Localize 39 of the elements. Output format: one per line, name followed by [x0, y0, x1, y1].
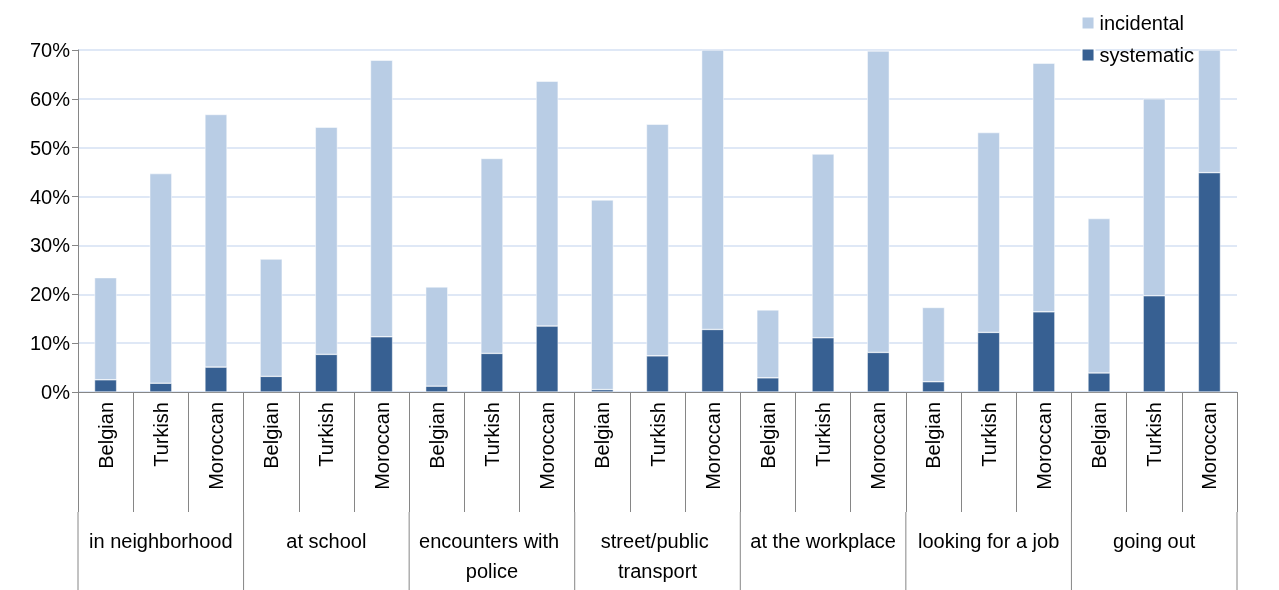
x-tick-label: Belgian: [756, 402, 779, 469]
x-tick-label: Moroccan: [701, 402, 724, 490]
text: going out: [1113, 530, 1196, 552]
legend-label: systematic: [1099, 44, 1195, 66]
text: street/public transport: [600, 530, 715, 582]
text: encounters with police: [419, 530, 565, 582]
x-tick-label: Turkish: [480, 402, 503, 467]
y-tick-label: 40%: [29, 185, 71, 208]
x-tick-label: Moroccan: [204, 402, 227, 490]
x-tick-label: Turkish: [977, 402, 1000, 467]
bar: [591, 199, 614, 390]
y-tick-label: 0%: [41, 381, 71, 403]
x-tick-label: Moroccan: [536, 402, 559, 490]
y-tick-label: 50%: [29, 136, 71, 159]
x-tick-label: Moroccan: [867, 402, 890, 490]
x-tick-label: Belgian: [591, 402, 614, 469]
x-tick-label: Belgian: [1088, 402, 1111, 469]
text: at the workplace: [750, 530, 896, 552]
y-tick-label: 60%: [29, 87, 71, 110]
x-tick-label: Moroccan: [1032, 402, 1055, 490]
x-tick-label: Moroccan: [370, 402, 393, 490]
x-tick-label: Turkish: [812, 402, 835, 467]
x-tick-label: Belgian: [922, 402, 945, 469]
text: looking for a job: [918, 530, 1060, 552]
y-tick-label: 70%: [29, 39, 71, 61]
x-tick-label: Belgian: [94, 402, 117, 469]
y-tick-label: 20%: [29, 283, 71, 306]
text: in neighborhood: [89, 530, 233, 552]
y-tick-label: 30%: [29, 234, 71, 257]
x-tick-label: Belgian: [425, 402, 448, 469]
x-tick-label: Turkish: [149, 402, 172, 467]
x-tick-label: Moroccan: [1198, 402, 1221, 490]
text: at school: [286, 530, 367, 552]
legend-label: incidental: [1099, 12, 1185, 34]
x-tick-label: Turkish: [315, 402, 338, 467]
y-tick-label: 10%: [29, 332, 71, 355]
x-tick-label: Turkish: [1143, 402, 1166, 467]
x-tick-label: Belgian: [260, 402, 283, 469]
x-tick-label: Turkish: [646, 402, 669, 467]
